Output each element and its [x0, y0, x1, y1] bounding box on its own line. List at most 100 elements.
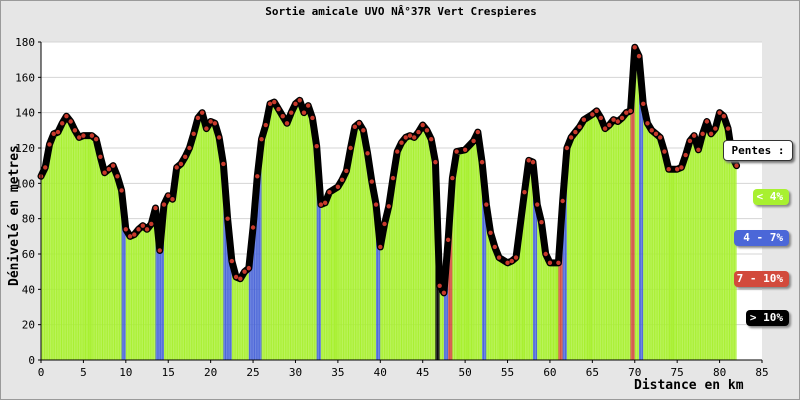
- profile-point: [725, 126, 731, 131]
- slope-bar: [231, 254, 232, 360]
- y-tick-label: 20: [22, 319, 35, 332]
- slope-bar: [352, 133, 354, 360]
- slope-bar: [303, 111, 305, 360]
- slope-bar: [523, 192, 525, 360]
- profile-point: [428, 136, 434, 142]
- slope-bar: [135, 231, 137, 360]
- slope-bar: [355, 125, 357, 360]
- slope-bar: [77, 133, 78, 360]
- slope-bar: [82, 135, 84, 360]
- profile-point: [170, 197, 175, 202]
- slope-bar: [400, 144, 401, 360]
- profile-point: [403, 135, 408, 140]
- slope-bar: [407, 136, 408, 360]
- profile-point: [322, 200, 328, 205]
- slope-bar: [106, 170, 107, 360]
- slope-bar: [619, 119, 621, 361]
- slope-bar: [725, 122, 727, 360]
- slope-bar: [674, 169, 676, 360]
- slope-bar: [581, 122, 583, 360]
- slope-bar: [318, 175, 320, 360]
- slope-bar: [600, 116, 601, 361]
- profile-point: [183, 154, 188, 160]
- slope-bar: [408, 135, 410, 360]
- slope-bar: [705, 123, 707, 360]
- slope-bar: [412, 136, 414, 360]
- slope-bar: [642, 95, 644, 360]
- slope-bar: [63, 119, 65, 360]
- slope-bar: [75, 131, 77, 360]
- profile-point: [225, 216, 230, 221]
- slope-bar: [262, 134, 263, 360]
- slope-bar: [96, 139, 97, 360]
- profile-point: [280, 114, 285, 119]
- slope-bar: [137, 229, 139, 360]
- slope-bar: [142, 225, 143, 360]
- slope-bar: [70, 121, 72, 360]
- slope-bar: [328, 192, 330, 360]
- slope-bar: [525, 176, 527, 360]
- slope-bar: [579, 125, 581, 360]
- slope-bar: [713, 130, 714, 360]
- x-tick-label: 15: [162, 366, 175, 379]
- slope-bar: [441, 289, 443, 360]
- slope-bar: [219, 137, 220, 360]
- slope-bar: [207, 126, 208, 360]
- chart-title: Sortie amicale UVO NÂ°37R Vert Crespiere…: [265, 5, 537, 18]
- slope-bar: [354, 126, 356, 360]
- slope-bar: [118, 178, 119, 360]
- slope-bar: [279, 110, 280, 360]
- profile-point: [369, 179, 375, 184]
- profile-point: [233, 274, 239, 280]
- slope-bar: [514, 258, 516, 360]
- slope-bar: [526, 170, 528, 360]
- profile-point: [187, 145, 192, 151]
- slope-bar: [188, 148, 190, 360]
- slope-bar: [475, 135, 477, 360]
- slope-bar: [413, 137, 415, 360]
- slope-bar: [463, 149, 466, 360]
- slope-bar: [89, 135, 91, 360]
- profile-point: [543, 251, 548, 257]
- slope-bar: [644, 110, 646, 360]
- slope-bar: [500, 258, 502, 360]
- slope-bar: [195, 125, 196, 361]
- slope-bar: [110, 167, 111, 360]
- slope-bar: [378, 225, 379, 360]
- slope-bar: [148, 226, 150, 360]
- slope-bar: [648, 124, 649, 360]
- slope-bar: [536, 197, 538, 360]
- slope-bar: [687, 145, 689, 360]
- slope-bar: [370, 172, 372, 360]
- slope-bar: [357, 123, 359, 360]
- slope-bar: [475, 136, 476, 360]
- slope-bar: [289, 114, 291, 360]
- slope-bar: [229, 239, 231, 360]
- profile-point: [378, 244, 383, 250]
- slope-bar: [158, 236, 160, 360]
- slope-bar: [124, 216, 126, 360]
- slope-bar: [482, 162, 483, 360]
- slope-bar: [289, 116, 290, 360]
- slope-bar: [406, 136, 408, 360]
- slope-bar: [299, 100, 301, 361]
- slope-bar: [164, 201, 166, 360]
- slope-bar: [154, 210, 155, 360]
- profile-point: [335, 184, 341, 190]
- profile-point: [102, 170, 107, 175]
- slope-bar: [592, 113, 594, 360]
- slope-bar: [292, 108, 294, 360]
- slope-bar: [599, 115, 601, 360]
- profile-point: [276, 106, 281, 112]
- profile-point: [420, 122, 425, 128]
- slope-bar: [494, 246, 496, 360]
- slope-bar: [511, 261, 512, 360]
- slope-bar: [246, 269, 248, 360]
- slope-bar: [390, 192, 391, 360]
- slope-bar: [113, 165, 114, 360]
- slope-bar: [573, 133, 574, 360]
- slope-bar: [703, 129, 705, 360]
- slope-bar: [641, 87, 643, 360]
- slope-bar: [495, 248, 497, 360]
- slope-bar: [609, 124, 611, 361]
